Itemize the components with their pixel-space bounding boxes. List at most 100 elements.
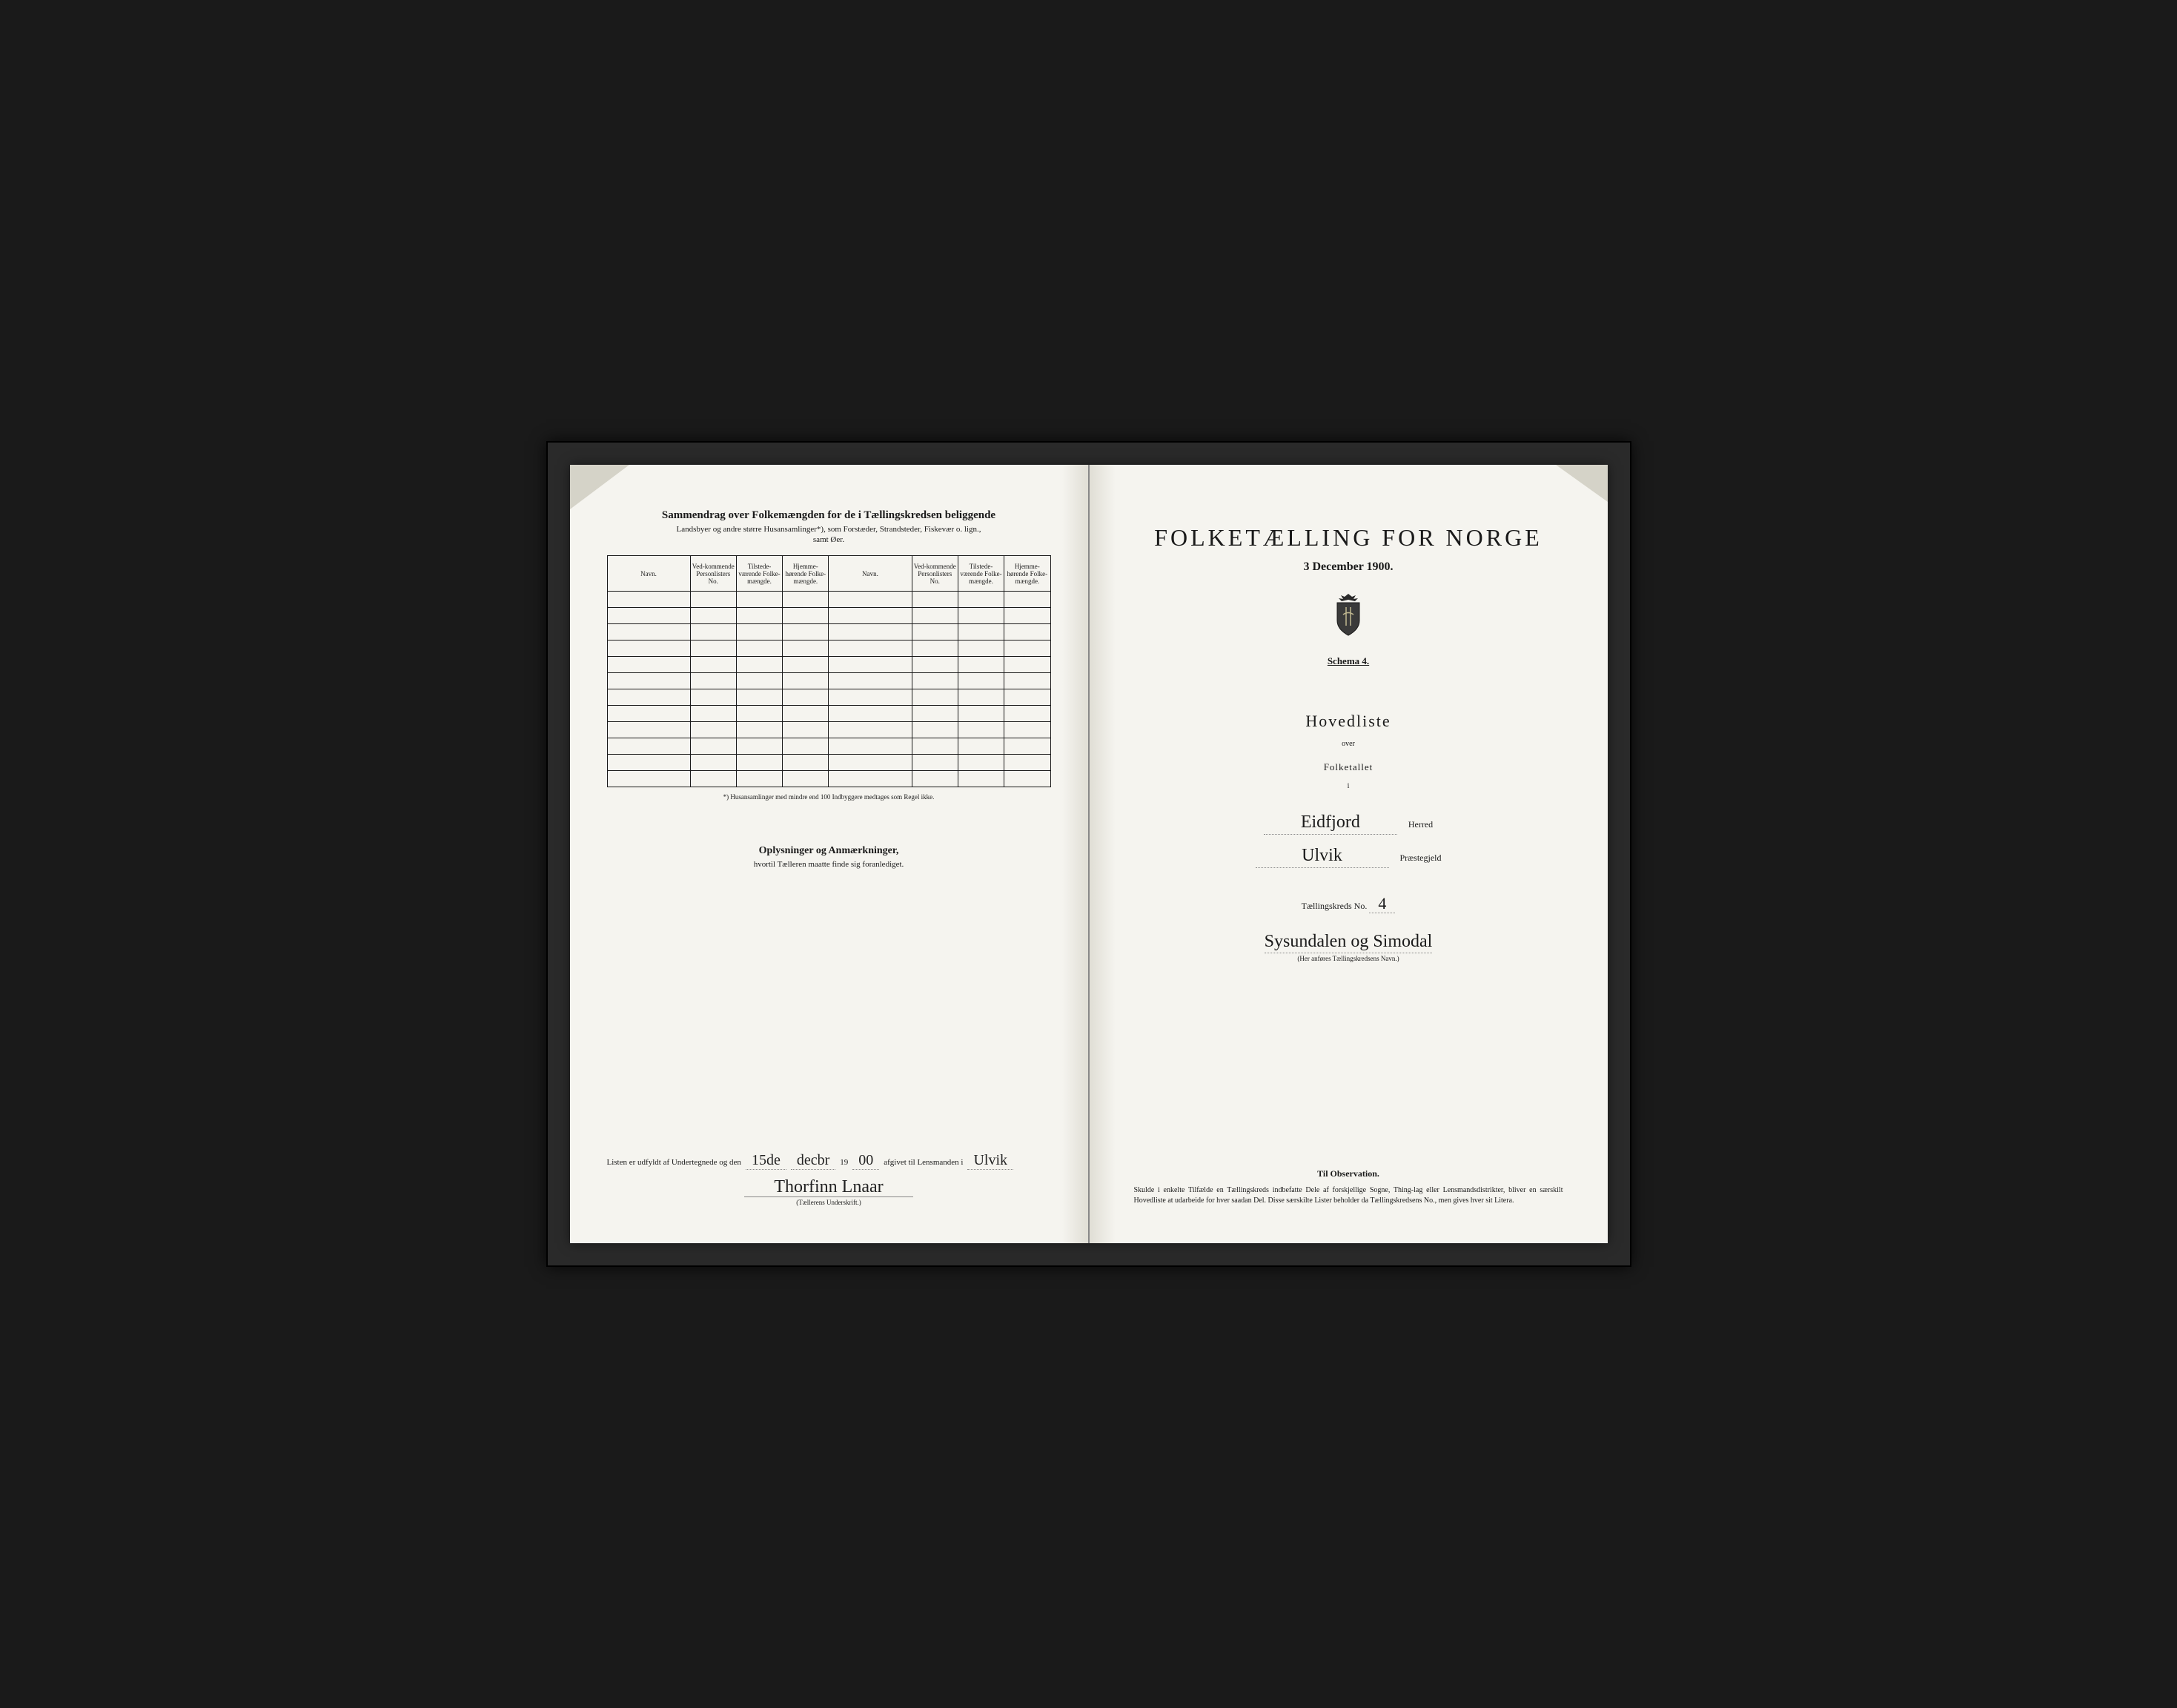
table-cell [829, 608, 912, 624]
kreds-label: Tællingskreds No. [1302, 901, 1368, 911]
herred-value: Eidfjord [1264, 812, 1397, 835]
signature-block: Listen er udfyldt af Undertegnede og den… [607, 1152, 1051, 1206]
table-cell [829, 592, 912, 608]
table-cell [829, 755, 912, 771]
table-cell [912, 755, 958, 771]
table-cell [736, 722, 782, 738]
table-cell [1004, 640, 1050, 657]
table-row [607, 706, 1050, 722]
table-cell [912, 592, 958, 608]
table-header-row: Navn. Ved-kommende Personlisters No. Til… [607, 556, 1050, 592]
table-cell [736, 640, 782, 657]
table-cell [958, 722, 1004, 738]
table-body [607, 592, 1050, 787]
table-cell [912, 722, 958, 738]
kreds-caption: (Her anføres Tællingskredsens Navn.) [1127, 955, 1571, 962]
table-cell [783, 608, 829, 624]
table-cell [736, 624, 782, 640]
book-spread: Sammendrag over Folkemængden for de i Tæ… [570, 465, 1608, 1243]
table-cell [958, 706, 1004, 722]
table-cell [607, 657, 690, 673]
table-cell [912, 689, 958, 706]
table-cell [912, 640, 958, 657]
table-row [607, 722, 1050, 738]
table-cell [829, 640, 912, 657]
table-cell [690, 738, 736, 755]
census-title: FOLKETÆLLING FOR NORGE [1127, 524, 1571, 552]
remarks-section: Oplysninger og Anmærkninger, hvortil Tæl… [607, 845, 1051, 869]
table-row [607, 592, 1050, 608]
left-page: Sammendrag over Folkemængden for de i Tæ… [570, 465, 1090, 1243]
table-cell [1004, 673, 1050, 689]
table-cell [783, 722, 829, 738]
signature-name: Thorfinn Lnaar [744, 1177, 912, 1197]
table-row [607, 755, 1050, 771]
folketallet-label: Folketallet [1127, 761, 1571, 773]
table-cell [783, 771, 829, 787]
col-tilstede-2: Tilstede-værende Folke-mængde. [958, 556, 1004, 592]
table-cell [607, 738, 690, 755]
table-cell [958, 624, 1004, 640]
over-label: over [1127, 740, 1571, 748]
observation-title: Til Observation. [1134, 1168, 1563, 1179]
col-personlister-2: Ved-kommende Personlisters No. [912, 556, 958, 592]
table-cell [1004, 706, 1050, 722]
signature-caption: (Tællerens Underskrift.) [607, 1199, 1051, 1206]
table-cell [607, 755, 690, 771]
table-cell [736, 738, 782, 755]
table-cell [958, 689, 1004, 706]
table-cell [912, 706, 958, 722]
summary-subtitle-2: samt Øer. [607, 535, 1051, 544]
table-cell [912, 673, 958, 689]
observation-block: Til Observation. Skulde i enkelte Tilfæl… [1134, 1168, 1563, 1206]
table-cell [690, 722, 736, 738]
sig-year-suffix: 00 [852, 1152, 879, 1170]
table-cell [736, 771, 782, 787]
table-cell [690, 706, 736, 722]
kreds-navn-value: Sysundalen og Simodal [1265, 932, 1433, 953]
title-page-content: FOLKETÆLLING FOR NORGE 3 December 1900. … [1127, 524, 1571, 962]
remarks-subtitle: hvortil Tælleren maatte finde sig foranl… [607, 860, 1051, 869]
table-cell [607, 608, 690, 624]
i-label: i [1127, 782, 1571, 790]
table-cell [607, 722, 690, 738]
kreds-no: 4 [1369, 894, 1395, 913]
praestegjeld-row: Ulvik Præstegjeld [1127, 846, 1571, 868]
signature-name-row: Thorfinn Lnaar [607, 1177, 1051, 1197]
kreds-navn-row: Sysundalen og Simodal [1127, 932, 1571, 952]
table-footnote: *) Husansamlinger med mindre end 100 Ind… [607, 793, 1051, 801]
col-navn-2: Navn. [829, 556, 912, 592]
table-cell [690, 640, 736, 657]
table-cell [736, 673, 782, 689]
table-cell [829, 689, 912, 706]
table-cell [958, 755, 1004, 771]
table-cell [690, 592, 736, 608]
table-cell [607, 706, 690, 722]
table-cell [736, 592, 782, 608]
dogear-right [1556, 465, 1608, 502]
table-cell [912, 771, 958, 787]
table-cell [690, 755, 736, 771]
table-cell [783, 738, 829, 755]
table-cell [829, 706, 912, 722]
table-cell [958, 673, 1004, 689]
herred-label: Herred [1408, 819, 1433, 830]
herred-row: Eidfjord Herred [1127, 812, 1571, 835]
table-cell [690, 657, 736, 673]
dogear-left [570, 465, 629, 509]
table-cell [829, 624, 912, 640]
table-cell [736, 608, 782, 624]
table-cell [1004, 608, 1050, 624]
sig-year-prefix: 19 [840, 1158, 848, 1167]
table-row [607, 624, 1050, 640]
table-cell [958, 608, 1004, 624]
table-cell [958, 771, 1004, 787]
table-cell [912, 608, 958, 624]
table-cell [1004, 722, 1050, 738]
col-hjemme-1: Hjemme-hørende Folke-mængde. [783, 556, 829, 592]
remarks-title: Oplysninger og Anmærkninger, [607, 845, 1051, 857]
crest-svg [1330, 592, 1367, 637]
table-cell [736, 689, 782, 706]
table-cell [736, 755, 782, 771]
table-cell [690, 624, 736, 640]
